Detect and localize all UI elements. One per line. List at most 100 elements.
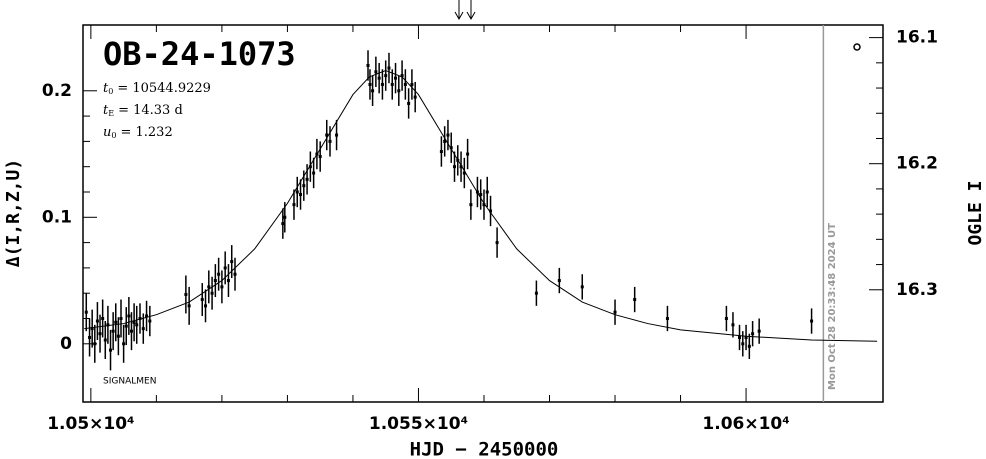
data-point xyxy=(124,324,128,328)
data-point xyxy=(141,327,145,331)
data-point xyxy=(114,320,118,324)
data-point xyxy=(101,317,105,321)
data-point xyxy=(122,342,126,346)
data-point xyxy=(724,317,728,321)
data-point xyxy=(132,320,136,324)
data-point xyxy=(731,323,735,327)
data-point xyxy=(295,190,299,194)
data-point xyxy=(751,332,755,336)
data-point xyxy=(88,335,92,339)
data-point xyxy=(283,215,287,219)
data-point xyxy=(366,63,370,67)
data-point xyxy=(127,314,131,318)
data-point xyxy=(84,310,88,314)
data-point xyxy=(374,70,378,74)
data-point xyxy=(184,292,188,296)
data-point xyxy=(213,279,217,283)
data-point xyxy=(207,285,211,289)
data-point xyxy=(233,272,237,276)
y-tick-label: 0.1 xyxy=(42,207,72,227)
data-point xyxy=(462,171,466,175)
data-point xyxy=(98,332,102,336)
data-point xyxy=(200,298,204,302)
data-point xyxy=(380,82,384,86)
data-point xyxy=(145,314,149,318)
data-point xyxy=(580,285,584,289)
data-point xyxy=(466,152,470,156)
data-point xyxy=(469,203,473,207)
data-point xyxy=(129,329,133,333)
data-point xyxy=(482,203,486,207)
param: u0 = 1.232 xyxy=(103,125,173,141)
data-point xyxy=(281,222,285,226)
data-point xyxy=(633,298,637,302)
y-tick-label: 0 xyxy=(60,334,72,354)
y2-tick-label: 16.2 xyxy=(896,154,938,174)
note: SIGNALMEN xyxy=(103,377,156,387)
y2-tick-label: 16.3 xyxy=(896,280,938,300)
data-point xyxy=(135,323,139,327)
data-point xyxy=(325,133,329,137)
x-axis-label: HJD − 2450000 xyxy=(410,439,559,459)
data-point xyxy=(308,165,312,169)
chart-title: OB-24-1073 xyxy=(103,35,296,73)
data-point xyxy=(292,203,296,207)
y-tick-label: 0.2 xyxy=(42,81,72,101)
y2-tick-label: 16.1 xyxy=(896,28,938,48)
data-point xyxy=(109,348,113,352)
data-point xyxy=(449,146,453,150)
data-point xyxy=(390,82,394,86)
data-point xyxy=(738,335,742,339)
data-point xyxy=(394,76,398,80)
data-point xyxy=(400,74,404,78)
data-point xyxy=(299,193,303,197)
param: tE = 14.33 d xyxy=(103,103,183,119)
data-point xyxy=(495,241,499,245)
plot-frame xyxy=(82,24,884,403)
data-point xyxy=(397,89,401,93)
data-point xyxy=(302,184,306,188)
data-point xyxy=(305,177,309,181)
data-point xyxy=(741,342,745,346)
data-point xyxy=(744,335,748,339)
data-point xyxy=(557,279,561,283)
data-point xyxy=(315,152,319,156)
data-point xyxy=(387,66,391,70)
y2-axis-label: OGLE I xyxy=(965,180,986,245)
data-point xyxy=(810,319,814,323)
data-point xyxy=(217,272,221,276)
data-point xyxy=(377,76,381,80)
data-point xyxy=(230,260,234,264)
data-point xyxy=(534,291,538,295)
data-point xyxy=(226,279,230,283)
data-point xyxy=(138,317,142,321)
data-point xyxy=(439,150,443,154)
data-point xyxy=(187,304,191,308)
data-point xyxy=(93,342,97,346)
data-point xyxy=(613,310,617,314)
data-point xyxy=(403,82,407,86)
model-curve xyxy=(84,70,878,342)
param: t0 = 10544.9229 xyxy=(103,81,211,97)
data-point xyxy=(485,190,489,194)
data-point xyxy=(210,291,214,295)
data-point xyxy=(459,165,463,169)
symbol xyxy=(853,43,861,51)
data-point xyxy=(489,209,493,213)
data-point xyxy=(410,82,414,86)
data-point xyxy=(368,82,372,86)
data-point xyxy=(479,193,483,197)
data-point xyxy=(747,344,751,348)
data-point xyxy=(90,327,94,331)
x-tick-label: 1.055×10⁴ xyxy=(369,414,468,434)
x-tick-label: 1.05×10⁴ xyxy=(47,414,134,434)
data-point xyxy=(119,317,123,321)
data-point xyxy=(103,338,107,342)
timestamp: Mon Oct 28 20:33:48 2024 UT xyxy=(827,223,838,390)
data-point xyxy=(95,319,99,323)
data-point xyxy=(223,266,227,270)
data-point xyxy=(106,323,110,327)
data-point xyxy=(665,317,669,321)
data-point xyxy=(312,171,316,175)
